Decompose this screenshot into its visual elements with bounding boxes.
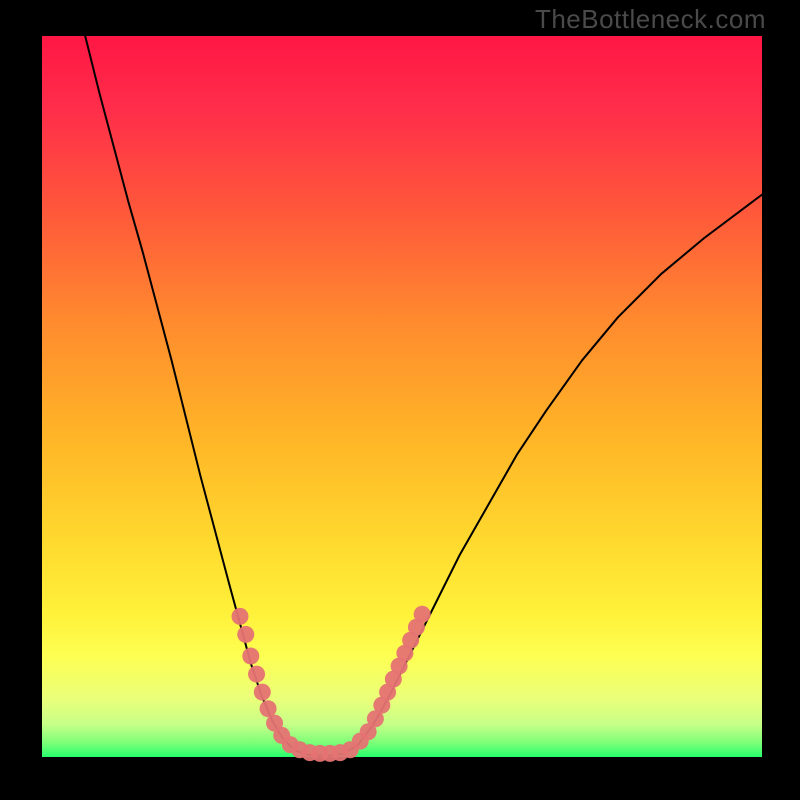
chart-container: TheBottleneck.com — [0, 0, 800, 800]
chart-svg-overlay — [0, 0, 800, 800]
data-point-marker — [242, 648, 259, 665]
data-point-marker — [237, 626, 254, 643]
data-point-marker — [232, 608, 249, 625]
data-point-marker — [414, 606, 431, 623]
data-point-marker — [248, 666, 265, 683]
watermark-text: TheBottleneck.com — [535, 4, 766, 35]
data-point-marker — [254, 684, 271, 701]
bottleneck-curve — [85, 36, 762, 756]
